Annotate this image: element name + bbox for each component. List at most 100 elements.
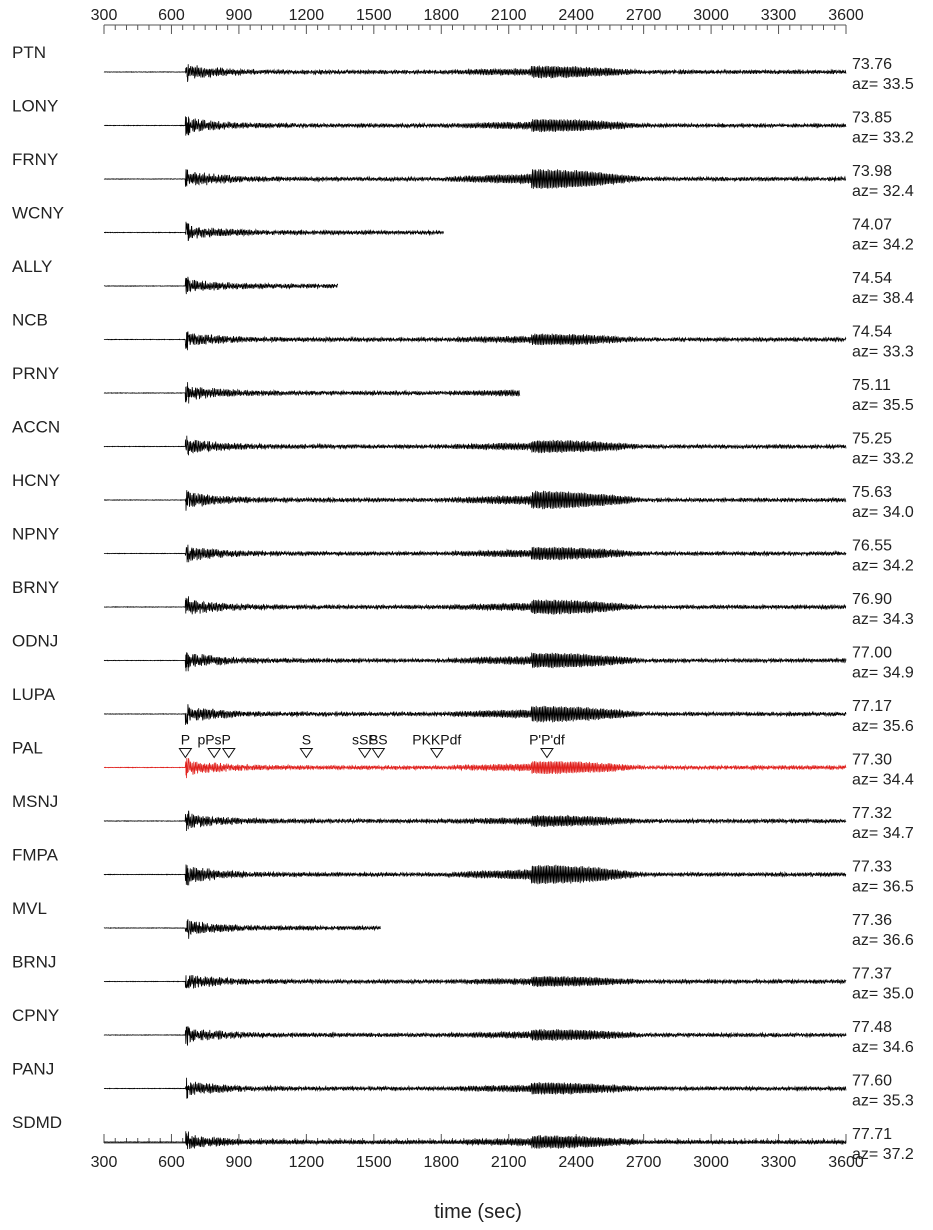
station-name: CPNY [12, 1006, 59, 1025]
station-name: FRNY [12, 150, 58, 169]
phase-marker [178, 748, 193, 759]
tick-label: 300 [91, 1154, 118, 1171]
station-name: PANJ [12, 1060, 54, 1079]
station-distance: 77.37 [852, 966, 892, 983]
station-distance: 76.90 [852, 591, 892, 608]
trace-fmpa [103, 864, 847, 886]
station-azimuth: az= 33.2 [852, 451, 914, 468]
tick-label: 2100 [491, 7, 527, 24]
phase-label: PKKPdf [412, 732, 461, 748]
station-distance: 74.54 [852, 324, 892, 341]
station-name: BRNY [12, 578, 59, 597]
station-azimuth: az= 35.5 [852, 397, 914, 414]
phase-label: SS [369, 732, 388, 748]
station-azimuth: az= 34.6 [852, 1039, 914, 1056]
station-distance: 74.54 [852, 270, 892, 287]
tick-label: 2700 [626, 7, 662, 24]
station-azimuth: az= 34.2 [852, 237, 914, 254]
station-name: PTN [12, 43, 46, 62]
trace-accn [103, 435, 847, 456]
phase-label: S [302, 732, 311, 748]
tick-label: 2400 [558, 7, 594, 24]
station-azimuth: az= 36.5 [852, 879, 914, 896]
station-name: PRNY [12, 364, 59, 383]
trace-sdmd [103, 1131, 847, 1150]
trace-ncb [103, 331, 847, 351]
tick-label: 1500 [356, 1154, 392, 1171]
station-distance: 74.07 [852, 217, 892, 234]
trace-ally [103, 276, 339, 295]
station-name: PAL [12, 739, 43, 758]
trace-ptn [103, 64, 847, 82]
station-azimuth: az= 33.2 [852, 130, 914, 147]
station-name: BRNJ [12, 953, 56, 972]
station-azimuth: az= 34.9 [852, 665, 914, 682]
station-azimuth: az= 38.4 [852, 290, 914, 307]
tick-label: 2400 [558, 1154, 594, 1171]
station-azimuth: az= 34.7 [852, 825, 914, 842]
tick-label: 900 [226, 7, 253, 24]
station-azimuth: az= 35.6 [852, 718, 914, 735]
station-name: FMPA [12, 846, 59, 865]
phase-marker [299, 748, 314, 759]
station-name: SDMD [12, 1113, 62, 1132]
phase-marker [371, 748, 386, 759]
station-distance: 76.55 [852, 538, 892, 555]
station-name: LONY [12, 97, 58, 116]
tick-label: 3000 [693, 7, 729, 24]
phase-marker [429, 748, 444, 759]
trace-npny [103, 544, 847, 563]
station-azimuth: az= 35.3 [852, 1093, 914, 1110]
tick-label: 3600 [828, 1154, 864, 1171]
tick-label: 2100 [491, 1154, 527, 1171]
station-distance: 73.85 [852, 110, 892, 127]
trace-panj [103, 1077, 847, 1099]
station-name: MVL [12, 899, 47, 918]
tick-label: 1200 [289, 7, 325, 24]
trace-msnj [103, 810, 847, 832]
seismogram-traces [103, 64, 847, 1150]
station-name: WCNY [12, 204, 64, 223]
station-azimuth: az= 35.0 [852, 986, 914, 1003]
station-distance: 77.17 [852, 698, 892, 715]
trace-frny [103, 169, 847, 189]
tick-label: 600 [158, 7, 185, 24]
trace-pal [103, 757, 847, 779]
tick-label: 3000 [693, 1154, 729, 1171]
tick-label: 3600 [828, 7, 864, 24]
station-distance: 77.48 [852, 1019, 892, 1036]
trace-hcny [103, 490, 847, 511]
station-distance: 73.98 [852, 163, 892, 180]
tick-label: 1200 [289, 1154, 325, 1171]
tick-label: 1800 [423, 1154, 459, 1171]
station-azimuth: az= 33.5 [852, 76, 914, 93]
trace-lupa [104, 704, 847, 725]
station-distance: 77.71 [852, 1126, 892, 1143]
tick-label: 1500 [356, 7, 392, 24]
station-name: NCB [12, 311, 48, 330]
trace-lony [103, 116, 847, 136]
station-name: HCNY [12, 471, 60, 490]
station-distance: 77.30 [852, 752, 892, 769]
station-azimuth: az= 34.0 [852, 504, 914, 521]
station-distance: 77.60 [852, 1073, 892, 1090]
tick-label: 600 [158, 1154, 185, 1171]
station-distance: 77.32 [852, 805, 892, 822]
phase-label: P [181, 732, 190, 748]
phase-label: P'P'df [529, 732, 565, 748]
tick-label: 900 [226, 1154, 253, 1171]
station-name: ALLY [12, 257, 52, 276]
tick-label: 3300 [761, 7, 797, 24]
station-distance: 77.33 [852, 859, 892, 876]
station-azimuth: az= 36.6 [852, 932, 914, 949]
tick-label: 1800 [423, 7, 459, 24]
trace-cpny [103, 1026, 847, 1046]
station-azimuth: az= 37.2 [852, 1146, 914, 1163]
tick-label: 2700 [626, 1154, 662, 1171]
station-distance: 73.76 [852, 56, 892, 73]
station-name: MSNJ [12, 792, 58, 811]
station-name: ODNJ [12, 632, 58, 651]
trace-brny [104, 596, 847, 615]
station-name: NPNY [12, 525, 59, 544]
station-name: LUPA [12, 685, 56, 704]
